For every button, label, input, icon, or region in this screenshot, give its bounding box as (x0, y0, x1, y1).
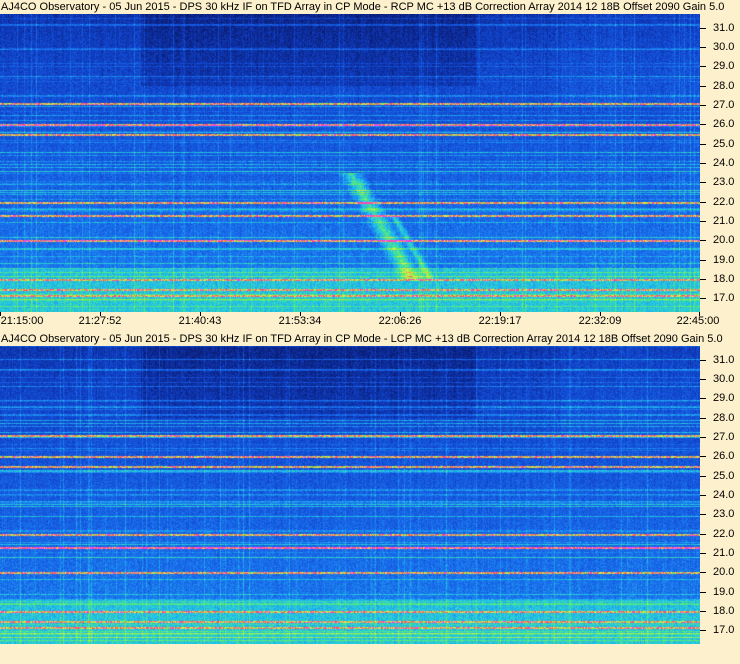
time-tick-label: 22:19:17 (478, 315, 522, 327)
freq-tick-label: 22.0 (713, 528, 735, 540)
time-tick-mark (100, 312, 101, 316)
freq-tick-mark (700, 611, 706, 612)
freq-tick-label: 28.0 (713, 80, 735, 92)
freq-tick-mark (700, 279, 706, 280)
freq-tick-mark (700, 66, 706, 67)
freq-tick-label: 27.0 (713, 431, 735, 443)
freq-tick-label: 29.0 (713, 60, 735, 72)
lcp-spectrogram (0, 346, 700, 644)
time-tick-mark (300, 312, 301, 316)
freq-tick-mark (700, 476, 706, 477)
time-tick-mark (400, 312, 401, 316)
freq-tick-label: 28.0 (713, 412, 735, 424)
freq-tick-mark (700, 418, 706, 419)
freq-tick-mark (700, 592, 706, 593)
freq-tick-mark (700, 28, 706, 29)
freq-tick-mark (700, 398, 706, 399)
time-axis: 21:15:00 21:27:52 21:40:43 21:53:34 22:06:26… (0, 312, 740, 332)
freq-tick-mark (700, 495, 706, 496)
freq-tick-mark (700, 534, 706, 535)
freq-tick-mark (700, 456, 706, 457)
freq-tick-mark (700, 437, 706, 438)
freq-tick-label: 19.0 (713, 586, 735, 598)
time-tick-label: 22:06:26 (378, 315, 422, 327)
freq-tick-mark (700, 572, 706, 573)
time-tick-label: 21:15:00 (0, 315, 44, 327)
time-tick-label: 22:32:09 (578, 315, 622, 327)
freq-tick-mark (700, 553, 706, 554)
freq-tick-label: 27.0 (713, 99, 735, 111)
freq-tick-label: 30.0 (713, 41, 735, 53)
freq-tick-label: 18.0 (713, 605, 735, 617)
freq-tick-mark (700, 163, 706, 164)
rcp-panel-title: AJ4CO Observatory - 05 Jun 2015 - DPS 30… (0, 0, 740, 14)
time-tick-mark (200, 312, 201, 316)
freq-tick-label: 20.0 (713, 566, 735, 578)
freq-tick-label: 29.0 (713, 392, 735, 404)
rcp-spectrogram (0, 14, 700, 312)
time-tick-label: 21:40:43 (178, 315, 222, 327)
freq-tick-label: 17.0 (713, 292, 735, 304)
freq-tick-label: 21.0 (713, 547, 735, 559)
freq-tick-label: 30.0 (713, 373, 735, 385)
freq-tick-label: 18.0 (713, 273, 735, 285)
freq-tick-label: 24.0 (713, 157, 735, 169)
freq-tick-label: 31.0 (713, 22, 735, 34)
freq-tick-label: 20.0 (713, 234, 735, 246)
freq-tick-mark (700, 630, 706, 631)
time-tick-mark (500, 312, 501, 316)
time-tick-mark (699, 312, 700, 316)
freq-tick-label: 25.0 (713, 138, 735, 150)
freq-tick-label: 23.0 (713, 508, 735, 520)
freq-tick-label: 24.0 (713, 489, 735, 501)
freq-tick-mark (700, 105, 706, 106)
freq-tick-mark (700, 86, 706, 87)
freq-tick-mark (700, 221, 706, 222)
freq-tick-mark (700, 124, 706, 125)
freq-tick-mark (700, 144, 706, 145)
freq-tick-label: 25.0 (713, 470, 735, 482)
freq-tick-mark (700, 240, 706, 241)
freq-tick-mark (700, 360, 706, 361)
freq-tick-label: 17.0 (713, 624, 735, 636)
lcp-frequency-axis: 31.0 30.0 29.0 28.0 27.0 26.0 25.0 24.0 23.0 22.0… (700, 346, 740, 644)
freq-tick-label: 26.0 (713, 450, 735, 462)
rcp-frequency-axis: 31.0 30.0 29.0 28.0 27.0 26.0 25.0 24.0 23.0 22.0… (700, 14, 740, 312)
freq-tick-mark (700, 514, 706, 515)
freq-tick-label: 21.0 (713, 215, 735, 227)
time-tick-label: 21:53:34 (278, 315, 322, 327)
freq-tick-label: 23.0 (713, 176, 735, 188)
time-tick-mark (0, 312, 1, 316)
freq-tick-label: 22.0 (713, 196, 735, 208)
freq-tick-mark (700, 379, 706, 380)
time-tick-label: 22:45:00 (676, 315, 720, 327)
freq-tick-label: 31.0 (713, 354, 735, 366)
time-tick-label: 21:27:52 (78, 315, 122, 327)
freq-tick-mark (700, 182, 706, 183)
freq-tick-label: 26.0 (713, 118, 735, 130)
freq-tick-mark (700, 260, 706, 261)
freq-tick-mark (700, 298, 706, 299)
freq-tick-mark (700, 202, 706, 203)
freq-tick-label: 19.0 (713, 254, 735, 266)
freq-tick-mark (700, 47, 706, 48)
time-tick-mark (600, 312, 601, 316)
lcp-panel-title: AJ4CO Observatory - 05 Jun 2015 - DPS 30… (0, 332, 740, 346)
